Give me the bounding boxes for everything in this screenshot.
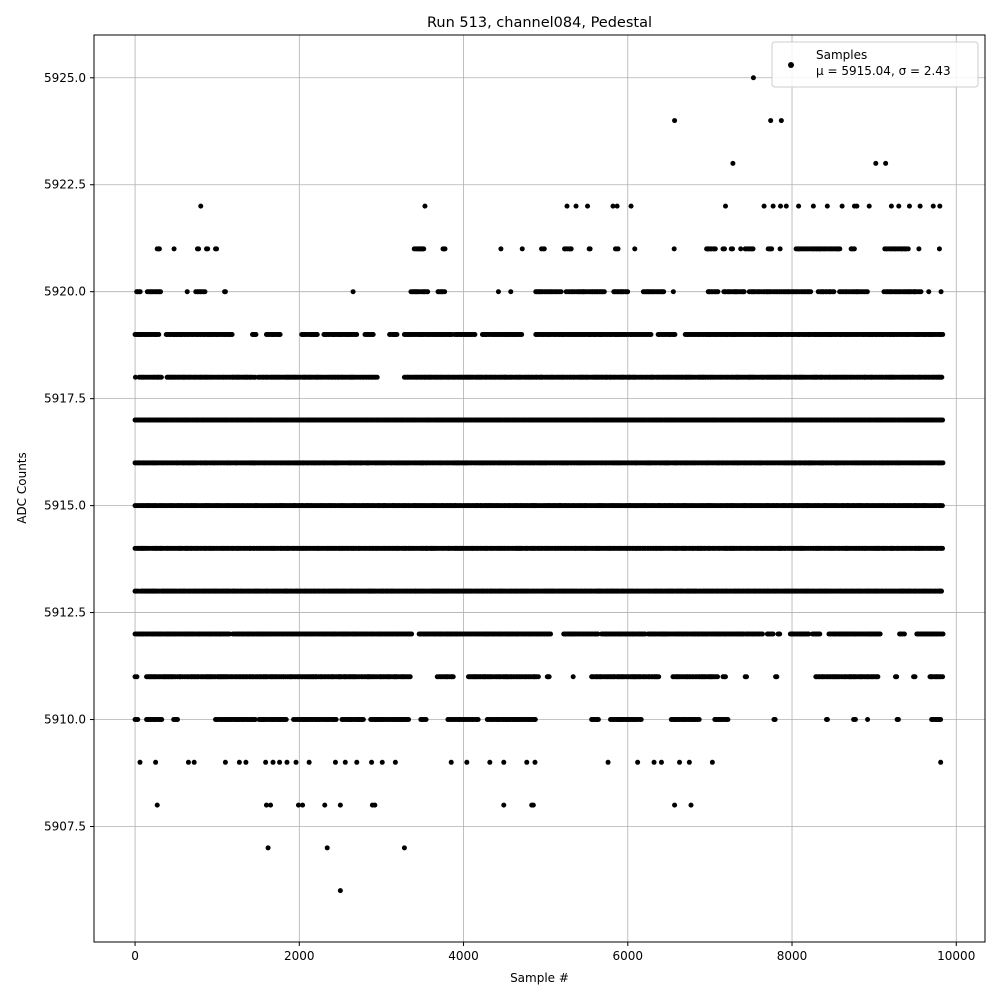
- data-point: [940, 417, 946, 423]
- data-point: [406, 717, 412, 723]
- data-point: [777, 631, 783, 637]
- data-point: [423, 717, 429, 723]
- data-point: [940, 460, 946, 466]
- data-point: [548, 631, 554, 637]
- data-point: [895, 717, 901, 723]
- data-point: [450, 674, 456, 680]
- data-point: [806, 631, 812, 637]
- data-point: [360, 717, 366, 723]
- data-point: [475, 717, 481, 723]
- data-point: [546, 674, 552, 680]
- data-point: [722, 674, 728, 680]
- data-point: [696, 717, 702, 723]
- data-point: [744, 674, 750, 680]
- data-point: [772, 717, 778, 723]
- data-point: [770, 631, 776, 637]
- data-point: [532, 717, 538, 723]
- data-point: [774, 674, 780, 680]
- data-point: [135, 717, 141, 723]
- data-point: [901, 631, 907, 637]
- data-point: [638, 717, 644, 723]
- data-point: [877, 631, 883, 637]
- data-point: [374, 374, 380, 380]
- data-point: [817, 631, 823, 637]
- data-point: [570, 674, 576, 680]
- data-point: [535, 674, 541, 680]
- data-point: [252, 717, 258, 723]
- data-point: [940, 631, 946, 637]
- data-point: [407, 674, 413, 680]
- data-point: [333, 717, 339, 723]
- data-point: [715, 674, 721, 680]
- data-point: [938, 717, 944, 723]
- data-point: [134, 674, 140, 680]
- data-point: [875, 674, 881, 680]
- data-point: [939, 503, 945, 509]
- data-point: [759, 631, 765, 637]
- data-point: [409, 631, 415, 637]
- data-point: [159, 717, 165, 723]
- data-point: [595, 631, 601, 637]
- data-point: [656, 674, 662, 680]
- data-point: [940, 674, 946, 680]
- data-point: [174, 717, 180, 723]
- data-point: [158, 374, 164, 380]
- data-point: [865, 717, 871, 723]
- data-point: [894, 674, 900, 680]
- points-layer: [132, 75, 946, 894]
- data-point: [283, 717, 289, 723]
- data-point: [595, 717, 601, 723]
- data-point: [824, 717, 830, 723]
- data-point: [939, 588, 945, 594]
- data-point: [940, 545, 946, 551]
- data-point: [912, 674, 918, 680]
- data-point: [725, 717, 731, 723]
- data-point: [852, 717, 858, 723]
